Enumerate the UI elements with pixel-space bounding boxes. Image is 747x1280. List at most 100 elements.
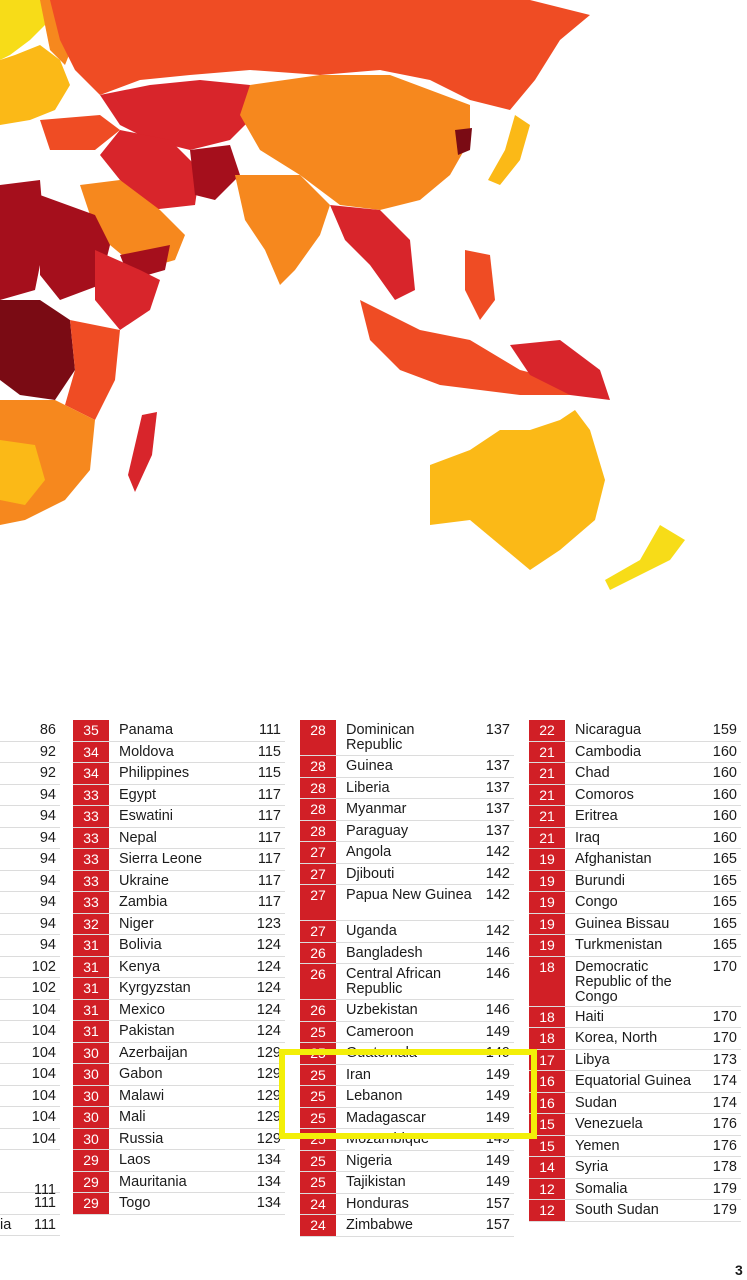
score-badge: 18 [529,956,565,1006]
country-name: Eswatini [119,808,173,824]
table-row: 30 Malawi 129 [73,1085,285,1107]
rank-value: 117 [257,786,281,803]
rank-value: 157 [485,1217,510,1233]
rank-value: 104 [31,1044,56,1061]
rank-value: 149 [485,1152,510,1169]
table-row: 30 Russia 129 [73,1128,285,1150]
rank-value: 115 [257,765,281,781]
rank-value: 134 [256,1152,281,1168]
table-row: 21 Chad 160 [529,763,741,785]
table-row: 31 Mexico 124 [73,999,285,1021]
map-region-south-africa-west [0,440,45,505]
country-name: ia [0,1216,12,1233]
table-row: 33 Zambia 117 [73,892,285,914]
country-name: Honduras [346,1195,409,1212]
score-badge: 16 [529,1092,565,1113]
table-row: 28 Guinea 137 [300,756,514,778]
map-region-australia [430,410,605,570]
rank-value: 86 [39,722,56,738]
score-badge: 27 [300,842,336,863]
map-region-philippines [465,250,495,320]
rank-value: 149 [485,1023,510,1040]
map-region-india [235,175,330,285]
rank-value: 117 [257,872,281,889]
table-row: 32 Niger 123 [73,913,285,935]
table-row: 35 Panama 111 [73,720,285,742]
country-name: Madagascar [346,1109,426,1126]
rank-value: 157 [485,1195,510,1212]
country-name: Paraguay [346,822,409,839]
table-row: 26 Bangladesh 146 [300,942,514,964]
table-row: 25 Nigeria 149 [300,1150,514,1172]
country-name: Mali [119,1109,146,1125]
rank-value: 117 [257,851,281,867]
table-row: 22 Nicaragua 159 [529,720,741,742]
table-row: 102 [0,978,60,1000]
table-row: 33 Nepal 117 [73,827,285,849]
score-badge: 12 [529,1200,565,1221]
rank-value: 142 [485,865,510,882]
score-badge: 28 [300,777,336,798]
rank-value: 104 [31,1109,56,1125]
score-badge: 15 [529,1114,565,1135]
rank-value: 173 [712,1051,737,1068]
table-row: 12 South Sudan 179 [529,1200,741,1222]
rank-value: 94 [39,894,56,910]
table-row: 18 Democratic Republic of the Congo 170 [529,956,741,1007]
rank-value: 117 [257,829,281,846]
rank-value: 124 [256,1001,281,1018]
map-region-east-africa [65,320,120,420]
rank-value: 124 [256,958,281,975]
country-name: Liberia [346,779,390,796]
map-region-turkey [40,115,120,150]
country-name: Russia [119,1130,164,1147]
score-badge: 17 [529,1049,565,1070]
country-name: Afghanistan [575,851,652,867]
table-row: 104 [0,1129,60,1150]
score-badge: 25 [300,1150,336,1171]
score-badge: 21 [529,763,565,784]
score-badge: 18 [529,1028,565,1049]
table-row: 26 Central African Republic 146 [300,964,514,1000]
rank-value: 117 [257,808,281,824]
rank-value: 146 [485,944,510,961]
table-row: 94 [0,785,60,806]
table-row: 34 Philippines 115 [73,763,285,785]
rank-value: 160 [712,829,737,846]
rank-value: 142 [485,923,510,939]
rank-value: 142 [485,844,510,860]
world-map [0,0,685,590]
table-row: 25 Lebanon 149 [300,1086,514,1108]
rank-value: 102 [31,980,56,996]
score-badge: 21 [529,806,565,827]
map-region-papua [510,340,610,400]
country-name: Azerbaijan [119,1044,188,1061]
rank-value: 104 [31,1130,56,1147]
score-badge: 30 [73,1042,109,1063]
country-name: Togo [119,1195,151,1211]
table-row: 94 [0,849,60,871]
score-badge: 33 [73,849,109,870]
country-name: Philippines [119,765,190,781]
score-badge: 19 [529,935,565,956]
table-row: 30 Gabon 129 [73,1064,285,1086]
ranking-column-2: 35 Panama 111 34 Moldova 115 34 Philippines 115 3… [73,720,285,1215]
table-row: 27 Papua New Guinea 142 [300,885,514,921]
rank-value: 124 [256,980,281,996]
table-row: 19 Congo 165 [529,892,741,914]
rank-value: 111 [33,1216,56,1233]
rank-value: 137 [485,779,510,796]
rank-value: 134 [256,1173,281,1190]
table-row: 31 Bolivia 124 [73,935,285,957]
country-name: Eritrea [575,808,618,824]
rank-value: 149 [485,1174,510,1190]
rank-value: 137 [485,722,510,738]
score-badge: 30 [73,1107,109,1128]
map-region-indonesia [360,300,570,395]
country-name: Djibouti [346,865,395,882]
country-name: Laos [119,1152,151,1168]
table-row: 25 Tajikistan 149 [300,1172,514,1194]
table-row: 29 Togo 134 [73,1193,285,1215]
score-badge: 16 [529,1071,565,1092]
ranking-column-3: 28 Dominican Republic 137 28 Guinea 137 28 Libe… [300,720,514,1237]
